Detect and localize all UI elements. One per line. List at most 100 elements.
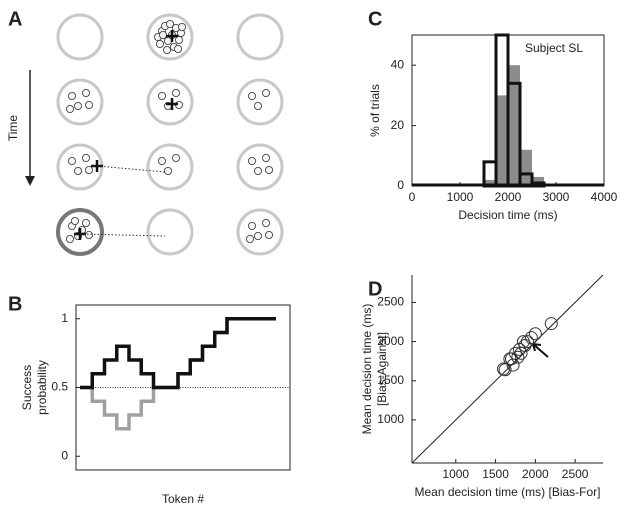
time-arrowhead bbox=[25, 176, 35, 186]
step-line bbox=[80, 317, 276, 390]
token-dot bbox=[173, 45, 182, 54]
identity-line bbox=[411, 274, 604, 464]
y-tick-label: 40 bbox=[391, 57, 405, 71]
token-dot bbox=[253, 231, 262, 240]
x-axis-label: Token # bbox=[162, 492, 204, 506]
x-tick-label: 2000 bbox=[495, 190, 522, 204]
fixation-cross bbox=[166, 98, 178, 110]
x-tick-label: 1500 bbox=[482, 467, 509, 481]
panel-label: D bbox=[368, 278, 382, 300]
token-circle bbox=[236, 13, 284, 61]
token-dot bbox=[171, 89, 180, 98]
token-dot bbox=[74, 166, 83, 175]
token-dot bbox=[247, 156, 256, 165]
token-dot bbox=[71, 216, 80, 225]
token-dot bbox=[85, 230, 94, 239]
token-dot bbox=[261, 89, 270, 98]
x-tick-label: 0 bbox=[409, 190, 416, 204]
token-circle bbox=[56, 78, 104, 126]
x-tick-label: 2500 bbox=[562, 467, 589, 481]
dotted-link bbox=[79, 233, 166, 237]
panel-label: C bbox=[368, 8, 382, 30]
y-tick-label: 1 bbox=[61, 311, 68, 325]
token-dot bbox=[74, 102, 83, 111]
token-dot bbox=[247, 92, 256, 101]
token-circle bbox=[236, 78, 284, 126]
scatter-point bbox=[518, 339, 532, 352]
token-dot bbox=[157, 92, 166, 101]
token-dot bbox=[85, 101, 94, 110]
scatter-point bbox=[498, 363, 512, 377]
panel-a: A Time bbox=[6, 8, 284, 256]
chart-title: Subject SL bbox=[525, 41, 583, 55]
fixation-cross bbox=[166, 30, 178, 42]
scatter-point bbox=[497, 362, 511, 376]
histogram-bar bbox=[484, 179, 496, 186]
y-axis-label: probability bbox=[35, 360, 49, 415]
panel-label: A bbox=[8, 8, 22, 30]
x-tick-label: 2000 bbox=[522, 467, 549, 481]
y-tick-label: 2000 bbox=[377, 334, 404, 348]
token-dot bbox=[68, 92, 77, 101]
y-tick-label: 0 bbox=[397, 178, 404, 192]
y-tick-label: 20 bbox=[391, 118, 405, 132]
token-dot bbox=[66, 105, 75, 114]
x-axis-label: Decision time (ms) bbox=[458, 208, 557, 222]
token-dot bbox=[162, 46, 171, 55]
token-circle bbox=[146, 143, 194, 191]
y-tick-label: 0 bbox=[61, 448, 68, 462]
token-dot bbox=[253, 102, 262, 111]
x-axis-label: Mean decision time (ms) [Bias-For] bbox=[414, 485, 600, 499]
y-tick-label: 1000 bbox=[377, 412, 404, 426]
token-circle bbox=[146, 208, 194, 256]
dotted-link bbox=[96, 165, 166, 173]
token-circle bbox=[146, 78, 194, 126]
token-dot bbox=[82, 153, 91, 162]
token-dot bbox=[85, 165, 94, 174]
histogram-bar bbox=[520, 149, 532, 186]
scatter-point bbox=[511, 350, 525, 364]
y-axis-label: Mean decision time (ms) bbox=[360, 304, 374, 435]
token-dot bbox=[177, 22, 186, 31]
scatter-point bbox=[524, 331, 538, 345]
token-dot bbox=[163, 166, 172, 175]
token-dot bbox=[66, 234, 75, 243]
token-circle bbox=[236, 208, 284, 256]
scatter-point bbox=[503, 352, 517, 366]
token-dot bbox=[174, 36, 183, 45]
token-circle bbox=[56, 208, 104, 256]
token-dot bbox=[264, 230, 273, 239]
token-dot bbox=[157, 156, 166, 165]
token-dot bbox=[155, 40, 164, 49]
time-label: Time bbox=[6, 115, 20, 142]
histogram-bar bbox=[496, 95, 508, 186]
token-circle bbox=[236, 143, 284, 191]
token-dot bbox=[82, 218, 91, 227]
histogram-bar bbox=[508, 65, 520, 186]
token-dot bbox=[82, 89, 91, 98]
panel-label: B bbox=[8, 293, 22, 315]
y-axis-label: % of trials bbox=[368, 84, 382, 137]
x-tick-label: 1000 bbox=[447, 190, 474, 204]
token-dot bbox=[261, 153, 270, 162]
token-dot bbox=[171, 153, 180, 162]
token-dot bbox=[68, 156, 77, 165]
y-axis-label: Success bbox=[20, 365, 34, 410]
histogram-bar bbox=[532, 176, 544, 186]
y-tick-label: 0.5 bbox=[51, 380, 68, 394]
token-dot bbox=[158, 30, 167, 39]
scatter-point bbox=[544, 317, 558, 331]
y-axis-label: [Bias-Against] bbox=[375, 332, 389, 406]
y-tick-label: 1500 bbox=[377, 373, 404, 387]
token-dot bbox=[165, 19, 174, 28]
token-dot bbox=[261, 218, 270, 227]
scatter-point bbox=[528, 327, 542, 341]
arrow-annotation bbox=[532, 343, 549, 358]
x-tick-label: 4000 bbox=[591, 190, 618, 204]
token-circle bbox=[56, 13, 104, 61]
token-dot bbox=[253, 166, 262, 175]
token-dot bbox=[247, 221, 256, 230]
token-circle bbox=[146, 13, 194, 61]
